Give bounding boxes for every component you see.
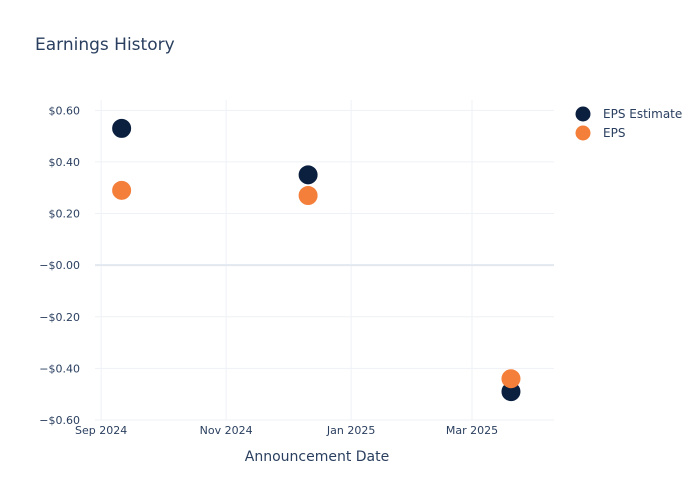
- y-tick-label: −$0.40: [39, 362, 80, 375]
- y-tick-label: −$0.00: [39, 259, 80, 272]
- eps-estimate-point[interactable]: [298, 165, 318, 185]
- y-tick-label: −$0.20: [39, 311, 80, 324]
- chart-title: Earnings History: [35, 35, 175, 55]
- eps-point[interactable]: [298, 185, 318, 205]
- y-tick-label: $0.20: [49, 208, 81, 221]
- eps-legend-label: EPS: [603, 126, 625, 140]
- y-axis-ticks: $0.60 $0.40 $0.20 −$0.00 −$0.20 −$0.40 −$0.60: [39, 104, 80, 427]
- eps-estimate-legend-label: EPS Estimate: [603, 107, 682, 121]
- eps-legend-marker: [575, 125, 591, 141]
- y-tick-label: −$0.60: [39, 414, 80, 427]
- x-tick-label: Jan 2025: [326, 424, 375, 437]
- eps-estimate-point[interactable]: [112, 118, 132, 138]
- grid: [95, 100, 554, 421]
- x-axis-ticks: Sep 2024 Nov 2024 Jan 2025 Mar 2025: [75, 424, 498, 437]
- data-markers: [112, 118, 521, 402]
- eps-estimate-legend-marker: [575, 106, 591, 122]
- x-tick-label: Nov 2024: [200, 424, 253, 437]
- legend[interactable]: EPS Estimate EPS: [575, 106, 683, 141]
- x-tick-label: Sep 2024: [75, 424, 127, 437]
- eps-point[interactable]: [501, 369, 521, 389]
- x-axis-title: Announcement Date: [245, 449, 389, 465]
- x-tick-label: Mar 2025: [446, 424, 498, 437]
- eps-point[interactable]: [112, 180, 132, 200]
- y-tick-label: $0.40: [49, 156, 81, 169]
- y-tick-label: $0.60: [49, 104, 81, 117]
